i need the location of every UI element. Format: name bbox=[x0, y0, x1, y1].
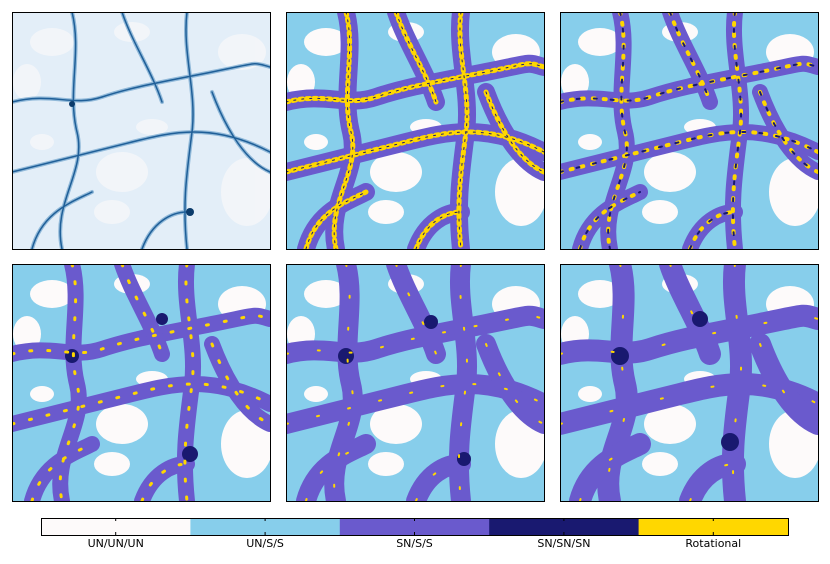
colorbar-segment bbox=[41, 518, 191, 535]
colorbar-segment bbox=[638, 518, 789, 535]
colorbar-label: UN/UN/UN bbox=[88, 537, 144, 550]
density-panel bbox=[12, 12, 270, 249]
colorbar-label: SN/S/S bbox=[396, 537, 433, 550]
colorbar-segment bbox=[489, 518, 640, 535]
classification-panel bbox=[12, 264, 270, 501]
classification-panel bbox=[560, 264, 818, 501]
colorbar-segment bbox=[190, 518, 341, 535]
classification-panel bbox=[286, 264, 544, 501]
classification-panel bbox=[286, 12, 544, 249]
panel-frames bbox=[12, 12, 819, 502]
colorbar-segment bbox=[339, 518, 490, 535]
colorbar: UN/UN/UN UN/S/S SN/S/S SN/SN/SN Rotational bbox=[41, 518, 789, 550]
colorbar-label: UN/S/S bbox=[246, 537, 284, 550]
classification-panel bbox=[560, 12, 818, 249]
colorbar-label: SN/SN/SN bbox=[537, 537, 590, 550]
colorbar-frame bbox=[41, 518, 789, 536]
colorbar-label: Rotational bbox=[685, 537, 741, 550]
